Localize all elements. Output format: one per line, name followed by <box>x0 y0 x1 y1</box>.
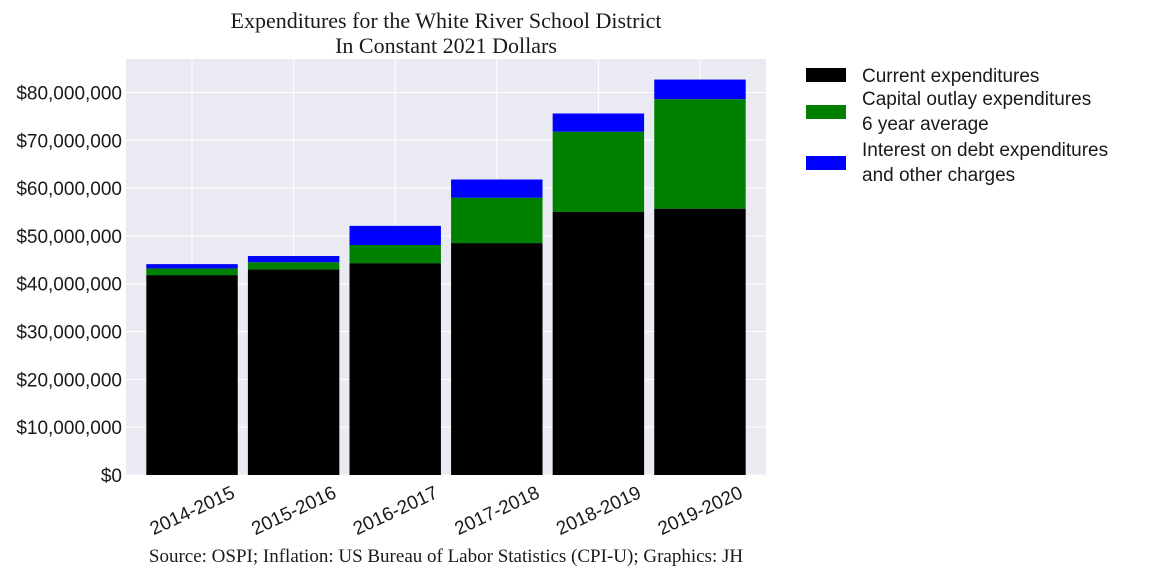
y-tick-label: $20,000,000 <box>16 370 122 391</box>
y-tick-label: $70,000,000 <box>16 131 122 152</box>
bar-segment-s1-c2 <box>349 245 441 264</box>
bar-segment-s2-c0 <box>146 264 238 269</box>
legend-label: and other charges <box>862 165 1015 186</box>
y-tick-label: $50,000,000 <box>16 227 122 248</box>
x-tick-label: 2014-2015 <box>147 482 238 539</box>
x-axis: 2014-2015 2015-2016 2016-2017 2017-2018 2018… <box>147 482 746 539</box>
y-tick-label: $40,000,000 <box>16 275 122 296</box>
bar-segment-s0-c5 <box>654 208 746 475</box>
bar-segment-s1-c5 <box>654 99 746 209</box>
bar-segment-s0-c1 <box>247 269 340 475</box>
y-tick-label: $80,000,000 <box>16 83 122 104</box>
y-tick-label: $0 <box>101 466 122 487</box>
bar-segment-s0-c2 <box>349 263 441 475</box>
bar-segment-s0-c0 <box>146 275 238 475</box>
legend-swatch <box>806 68 846 82</box>
legend-label: Interest on debt expenditures <box>862 140 1108 161</box>
legend-label: 6 year average <box>862 114 989 135</box>
legend-label: Current expenditures <box>862 66 1039 87</box>
bar-segment-s2-c1 <box>247 256 340 263</box>
chart-title: Expenditures for the White River School … <box>231 8 662 33</box>
source-note: Source: OSPI; Inflation: US Bureau of La… <box>149 546 743 567</box>
bar-segment-s2-c3 <box>451 179 543 198</box>
bar-segment-s1-c1 <box>247 262 340 270</box>
x-tick-label: 2016-2017 <box>350 482 441 539</box>
chart-subtitle: In Constant 2021 Dollars <box>335 33 557 58</box>
x-tick-label: 2019-2020 <box>655 482 746 539</box>
bar-segment-s0-c3 <box>451 243 543 475</box>
bar-segment-s1-c0 <box>146 268 238 276</box>
bar-segment-s2-c2 <box>349 225 441 246</box>
x-tick-label: 2015-2016 <box>248 482 339 539</box>
bar-segment-s2-c4 <box>552 113 645 132</box>
x-tick-label: 2018-2019 <box>553 482 644 539</box>
y-tick-label: $60,000,000 <box>16 179 122 200</box>
y-tick-label: $30,000,000 <box>16 323 122 344</box>
y-axis: $0 $10,000,000 $20,000,000 $30,000,000 $40,0… <box>16 83 122 487</box>
bars <box>146 79 746 476</box>
bar-segment-s0-c4 <box>552 212 645 476</box>
y-tick-label: $10,000,000 <box>16 418 122 439</box>
legend-label: Capital outlay expenditures <box>862 89 1091 110</box>
legend-swatch <box>806 156 846 170</box>
bar-segment-s1-c4 <box>552 131 645 213</box>
bar-segment-s1-c3 <box>451 197 543 244</box>
legend-swatch <box>806 105 846 119</box>
bar-segment-s2-c5 <box>654 79 746 100</box>
x-tick-label: 2017-2018 <box>452 482 543 539</box>
